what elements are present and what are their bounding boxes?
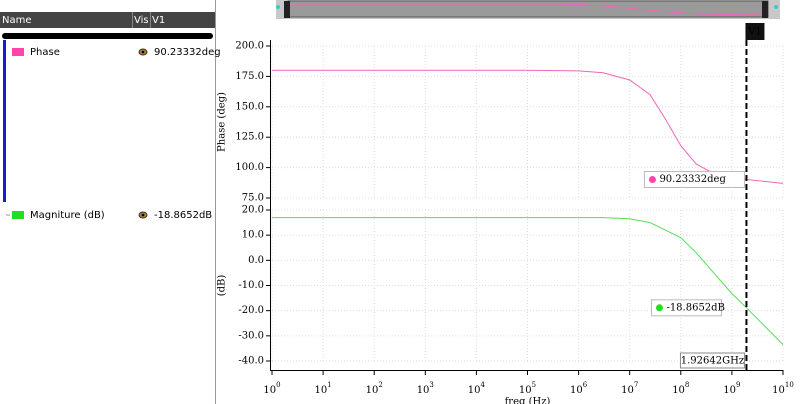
- overview-trace: [290, 3, 767, 16]
- x-tick-label: 102: [366, 381, 383, 396]
- tick-exponent: 7: [634, 381, 638, 389]
- tick-exponent: 5: [532, 381, 536, 389]
- x-tick-label: 107: [621, 381, 638, 396]
- panel-header: [0, 12, 215, 28]
- marker-readout: -18.8652dB: [666, 302, 724, 313]
- tick-exponent: 1: [327, 381, 331, 389]
- tick-exponent: 8: [685, 381, 689, 389]
- y-axis-label: (dB): [217, 275, 228, 297]
- column-header[interactable]: V1: [152, 15, 165, 26]
- marker-readout-box[interactable]: [650, 299, 722, 317]
- tick-exponent: 3: [429, 381, 433, 389]
- x-tick-label: 100: [263, 381, 280, 396]
- tick-base: 10: [417, 385, 430, 396]
- y-tick-label: -10.0: [238, 280, 264, 291]
- x-tick-label: 109: [723, 381, 740, 396]
- marker-x-box: [679, 352, 745, 369]
- y-tick-label: 175.0: [235, 71, 264, 82]
- tick-base: 10: [672, 385, 685, 396]
- tick-base: 10: [314, 385, 327, 396]
- y-tick-label: 125.0: [235, 132, 264, 143]
- tick-base: 10: [366, 385, 379, 396]
- y-tick-label: 75.0: [242, 193, 264, 204]
- overview-handle[interactable]: [762, 1, 768, 18]
- tick-exponent: 10: [785, 381, 794, 389]
- marker-dot: [655, 304, 663, 312]
- column-header[interactable]: Vis: [134, 15, 149, 26]
- overview-handle[interactable]: [284, 1, 290, 18]
- group-bar[interactable]: [2, 33, 213, 39]
- x-tick-label: 108: [672, 381, 689, 396]
- marker-name: V1: [747, 27, 762, 38]
- tick-base: 10: [723, 385, 736, 396]
- marker-x-label: 1.92642GHz: [681, 356, 744, 367]
- y-tick-label: -20.0: [238, 305, 264, 316]
- item-value: -18.8652dB: [154, 210, 212, 221]
- marker-readout: 90.23332deg: [659, 174, 726, 185]
- tick-base: 10: [519, 385, 532, 396]
- tick-exponent: 2: [378, 381, 382, 389]
- overview-thumb[interactable]: [287, 0, 769, 18]
- overview-dot: [276, 5, 280, 9]
- browser-panel: [0, 0, 215, 404]
- column-header[interactable]: Name: [2, 15, 32, 26]
- y-tick-label: 100.0: [235, 162, 264, 173]
- item-name[interactable]: Phase: [30, 47, 60, 58]
- y-axis-label: Phase (deg): [217, 92, 228, 152]
- item-value: 90.23332deg: [154, 47, 221, 58]
- y-tick-label: 10.0: [242, 230, 264, 241]
- y-tick-label: 150.0: [235, 101, 264, 112]
- color-swatch[interactable]: [12, 48, 24, 56]
- tick-exponent: 6: [583, 381, 588, 389]
- tick-base: 10: [468, 385, 481, 396]
- color-swatch[interactable]: [12, 211, 24, 219]
- tree-line: [3, 40, 6, 202]
- tick-exponent: 4: [481, 381, 486, 389]
- y-tick-label: 20.0: [242, 205, 264, 216]
- y-tick-label: -30.0: [238, 330, 264, 341]
- tick-exponent: 9: [736, 381, 740, 389]
- y-tick-label: -40.0: [238, 356, 264, 367]
- x-tick-label: 101: [314, 381, 331, 396]
- plot-area: [270, 40, 783, 370]
- series-line: [272, 217, 784, 345]
- marker-tag[interactable]: [745, 23, 765, 40]
- x-tick-label: 105: [519, 381, 536, 396]
- x-tick-label: 106: [570, 381, 588, 396]
- x-axis-label: freq (Hz): [505, 397, 551, 404]
- marker-dot: [648, 175, 656, 183]
- eye-pupil: [141, 213, 145, 217]
- tick-base: 10: [263, 385, 276, 396]
- x-tick-label: 104: [468, 381, 486, 396]
- x-tick-label: 103: [417, 381, 434, 396]
- x-tick-label: 1010: [772, 381, 794, 396]
- tick-base: 10: [570, 385, 583, 396]
- y-tick-label: 200.0: [235, 41, 264, 52]
- y-tick-label: 0.0: [248, 255, 264, 266]
- eye-pupil: [141, 50, 145, 54]
- item-list: Phase 90.23332deg Magniture (dB) -18.8652dB: [12, 47, 221, 221]
- marker-readout-box[interactable]: [643, 170, 745, 188]
- tick-exponent: 0: [276, 381, 280, 389]
- overview-dot: [774, 5, 778, 9]
- tick-base: 10: [772, 385, 785, 396]
- tick-base: 10: [621, 385, 634, 396]
- item-name[interactable]: Magniture (dB): [30, 210, 105, 221]
